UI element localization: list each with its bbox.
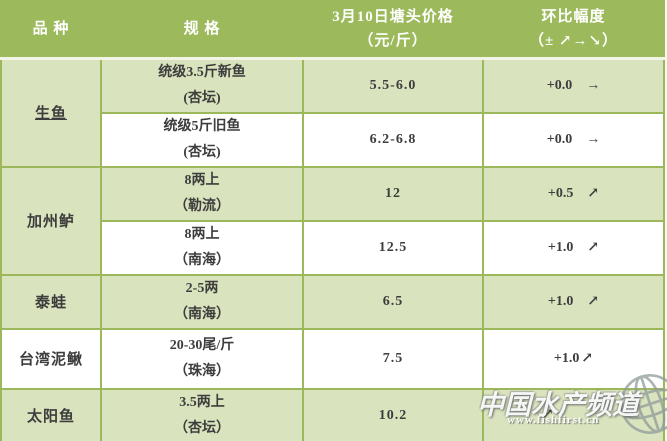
header-change-line2: （± ↗→↘） — [528, 33, 619, 50]
spec-line1: 20-30尾/斤 — [169, 337, 235, 353]
spec-line1: 统级3.5斤新鱼 — [158, 64, 246, 80]
spec-line1: 统级5斤旧鱼 — [163, 118, 241, 134]
spec-cell: 8两上 （勒流） — [100, 165, 304, 222]
table-row: 加州鲈 8两上 （勒流） 12 +0.5 ↗ — [0, 165, 665, 276]
header-price: 3月10日塘头价格 （元/斤） — [302, 0, 484, 60]
species-cell-shengyu: 生鱼 — [0, 57, 102, 168]
header-change: 环比幅度 （± ↗→↘） — [482, 0, 665, 60]
spec-line1: 3.5两上 — [179, 394, 225, 410]
header-spec-label: 规 格 — [183, 21, 221, 38]
price-cell: 7.5 — [302, 327, 484, 390]
change-cell: +0.0 → — [482, 111, 665, 168]
change-value: +0.0 — [546, 131, 573, 147]
species-cell-taiyangyu: 太阳鱼 — [0, 387, 102, 441]
price-cell: 12.5 — [302, 219, 484, 276]
price-cell: 5.5-6.0 — [302, 57, 484, 114]
change-cell: +0.5 ↗ — [482, 165, 665, 222]
table-row: 泰蛙 2-5两 （南海） 6.5 +1.0 ↗ — [0, 273, 665, 330]
header-species: 品 种 — [0, 0, 102, 60]
species-cell-jiazhoulu: 加州鲈 — [0, 165, 102, 276]
species-cell-taiwanniqiu: 台湾泥鳅 — [0, 327, 102, 390]
trend-arrow-icon: ↗ — [587, 294, 600, 309]
species-cell-taiwa: 泰蛙 — [0, 273, 102, 330]
table-row: 8两上 （南海） 12.5 +1.0 ↗ — [1, 219, 665, 276]
change-value: +1.0 — [547, 294, 574, 309]
header-spec: 规 格 — [100, 0, 304, 60]
table-row: 统级5斤旧鱼 (杏坛) 6.2-6.8 +0.0 → — [1, 111, 665, 168]
header-change-line1: 环比幅度 — [541, 9, 606, 26]
spec-cell: 2-5两 （南海） — [100, 273, 304, 330]
spec-cell: 8两上 （南海） — [100, 219, 304, 276]
change-cell: +1.0 ↗ — [482, 273, 665, 330]
table-row: 太阳鱼 3.5两上 （杏坛） 10.2 ↗ — [0, 387, 665, 441]
spec-line2: （南海） — [174, 252, 230, 268]
header-price-line2: （元/斤） — [358, 33, 428, 50]
price-cell: 12 — [302, 165, 484, 222]
spec-line2: （珠海） — [174, 363, 230, 379]
change-cell: +0.0 → — [482, 57, 665, 114]
table-row: 生鱼 统级3.5斤新鱼 (杏坛) 5.5-6.0 +0.0 → — [0, 57, 665, 168]
trend-arrow-icon: → — [586, 77, 601, 93]
change-cell: ↗ — [482, 387, 665, 441]
change-value: +1.0 — [547, 240, 574, 255]
spec-line2: （杏坛） — [174, 420, 230, 436]
header-species-label: 品 种 — [32, 21, 70, 38]
spec-line1: 2-5两 — [185, 280, 219, 296]
price-cell: 6.2-6.8 — [302, 111, 484, 168]
change-cell: +1.0 ↗ — [482, 327, 665, 390]
trend-arrow-icon: ↗ — [587, 240, 600, 255]
table-row: 台湾泥鳅 20-30尾/斤 （珠海） 7.5 +1.0 ↗ — [0, 327, 665, 390]
price-cell: 10.2 — [302, 387, 484, 441]
spec-line1: 8两上 — [184, 226, 220, 242]
spec-line2: (杏坛) — [183, 144, 221, 160]
change-value: +0.0 — [546, 77, 573, 93]
species-link-shengyu[interactable]: 生鱼 — [34, 106, 67, 122]
trend-arrow-icon: → — [586, 131, 601, 147]
spec-line2: （南海） — [174, 306, 230, 322]
spec-cell: 统级3.5斤新鱼 (杏坛) — [100, 57, 304, 114]
spec-cell: 统级5斤旧鱼 (杏坛) — [100, 111, 304, 168]
trend-arrow-icon: ↗ — [581, 351, 594, 366]
header-row: 品 种 规 格 3月10日塘头价格 （元/斤） 环比幅度 （± ↗→↘） — [0, 0, 665, 60]
change-cell: +1.0 ↗ — [482, 219, 665, 276]
price-cell: 6.5 — [302, 273, 484, 330]
trend-arrow-icon: ↗ — [542, 406, 554, 422]
spec-line2: （勒流） — [174, 198, 230, 214]
header-price-line1: 3月10日塘头价格 — [332, 9, 454, 26]
spec-line2: (杏坛) — [183, 90, 221, 106]
trend-arrow-icon: ↗ — [587, 186, 600, 201]
change-value: +1.0 — [553, 351, 580, 366]
spec-line1: 8两上 — [184, 172, 220, 188]
spec-cell: 3.5两上 （杏坛） — [100, 387, 304, 441]
spec-cell: 20-30尾/斤 （珠海） — [100, 327, 304, 390]
change-value: +0.5 — [547, 186, 574, 201]
